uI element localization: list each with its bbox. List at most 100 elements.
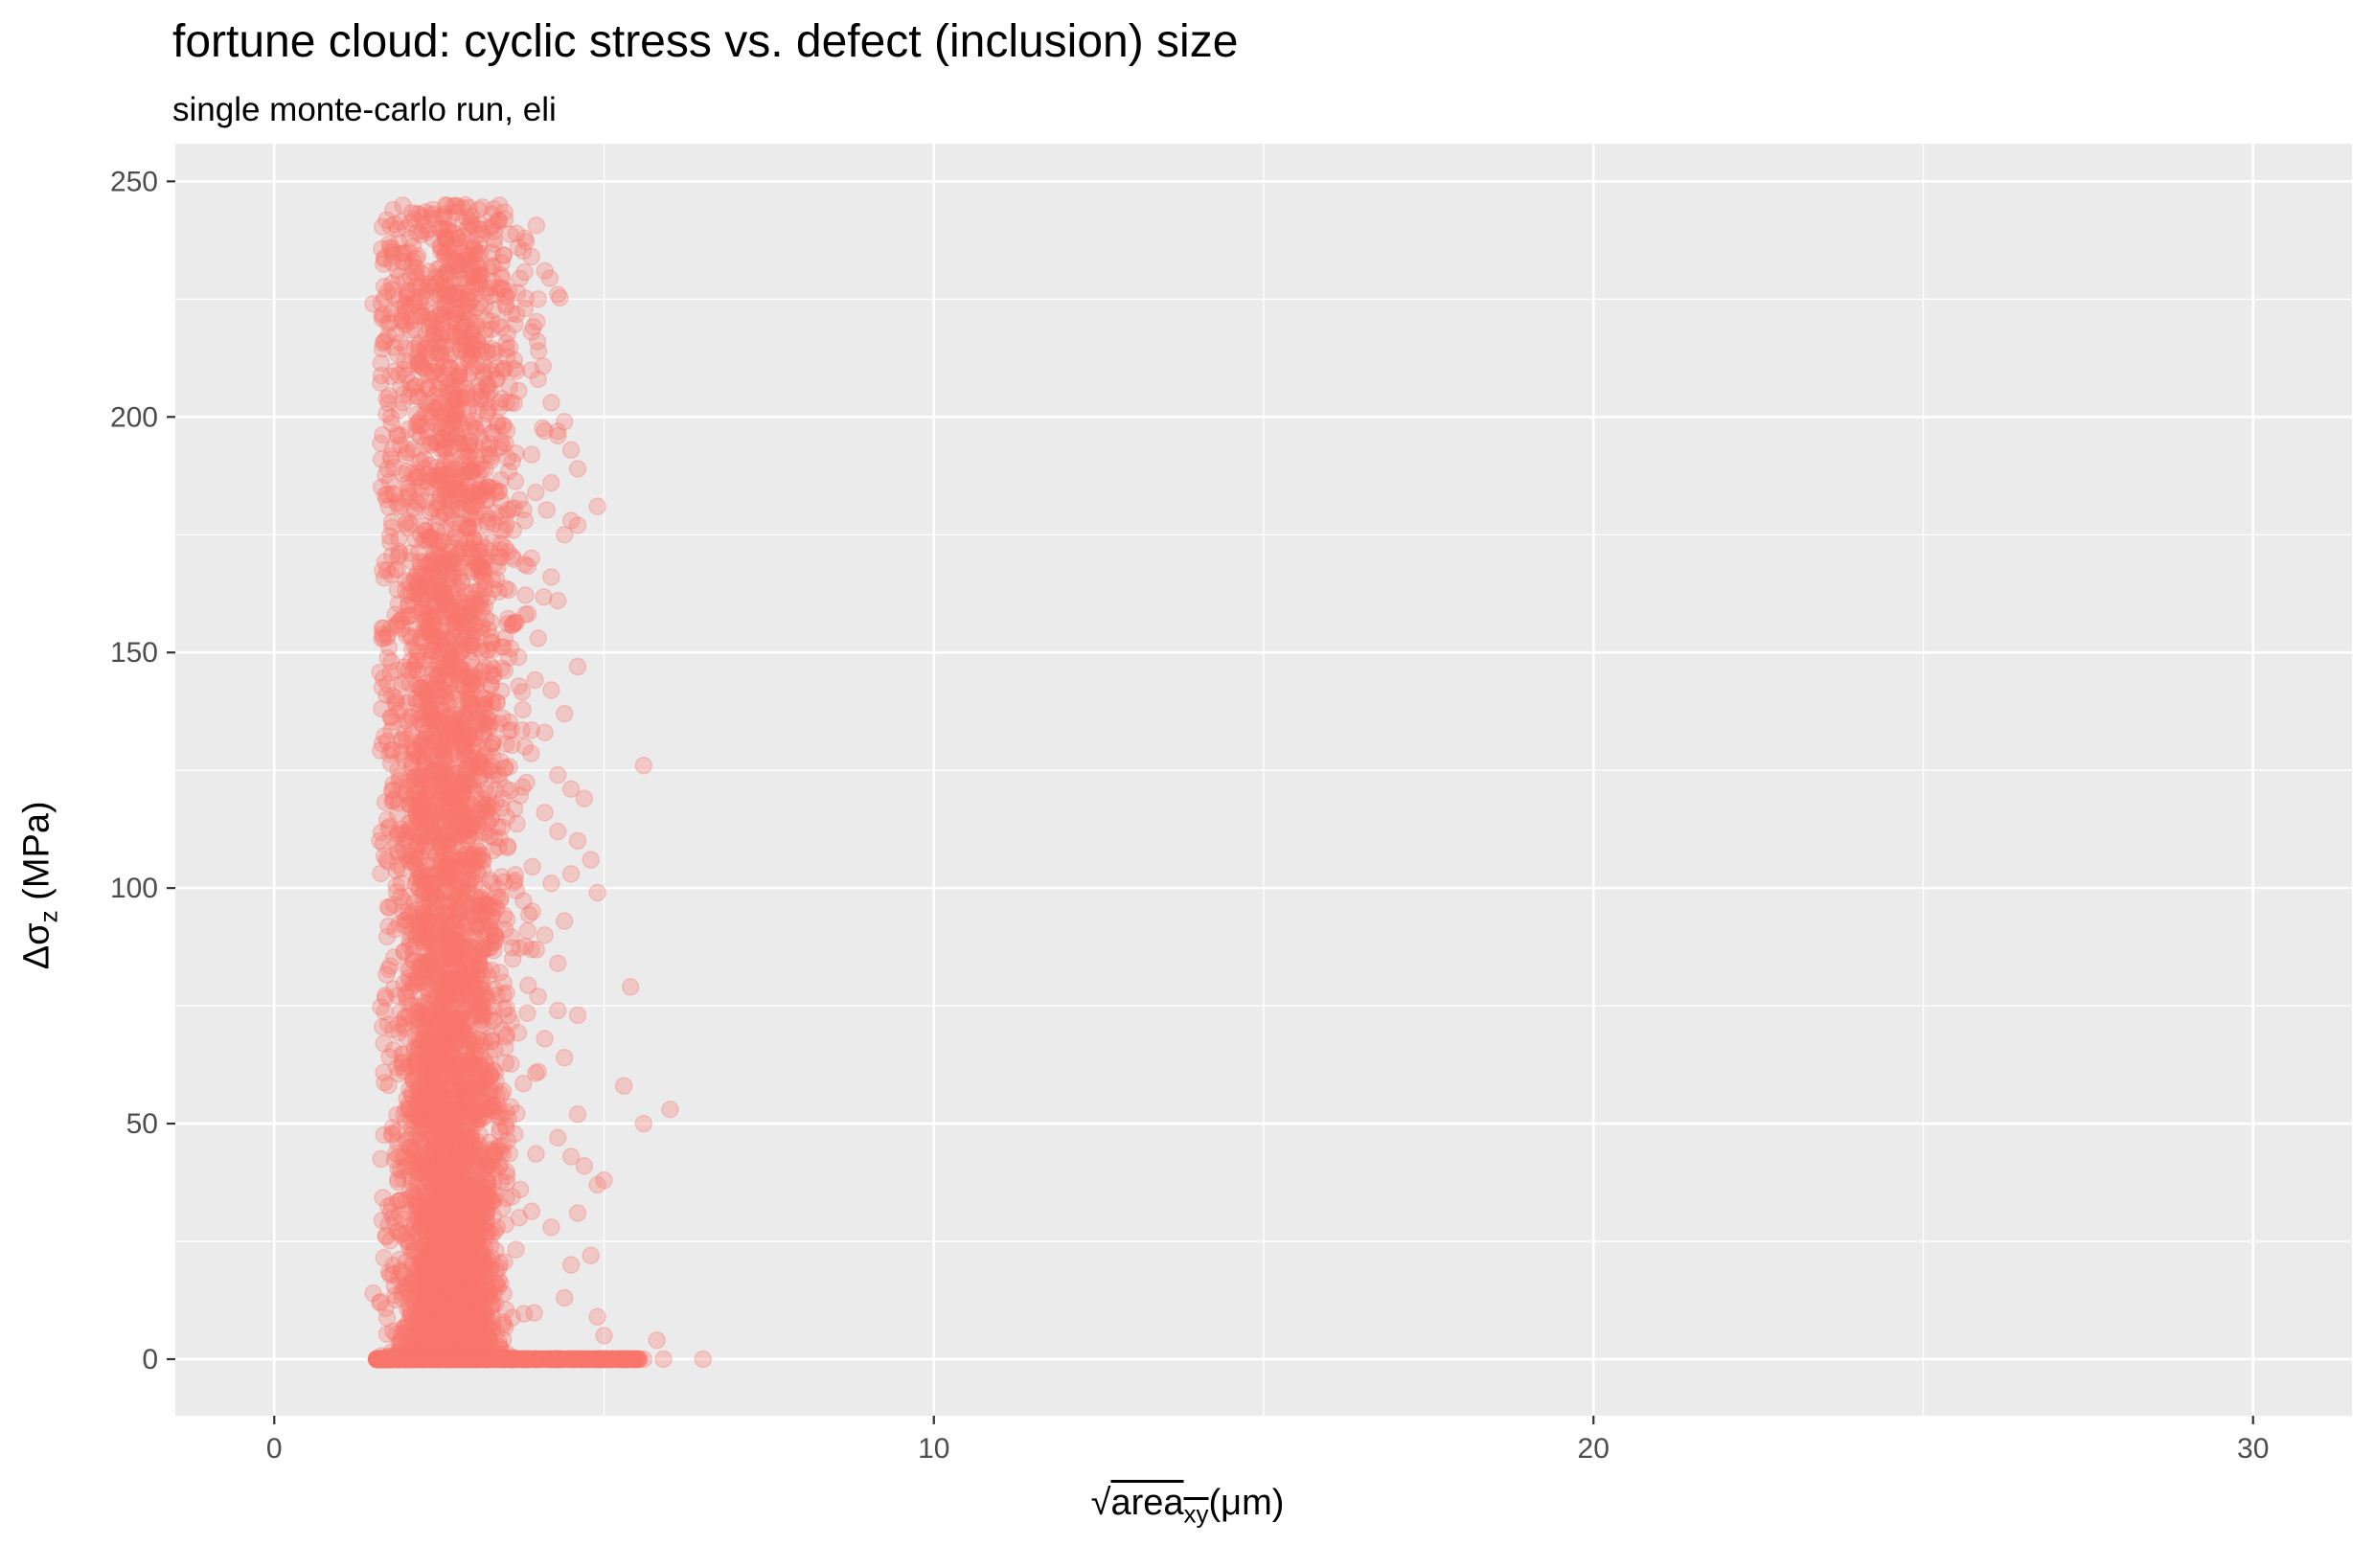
data-point xyxy=(477,989,496,1008)
data-point xyxy=(410,417,428,435)
data-point xyxy=(416,1321,434,1340)
data-point xyxy=(426,268,445,286)
data-point xyxy=(471,1197,490,1216)
data-point xyxy=(463,955,481,974)
data-point xyxy=(476,393,494,411)
data-point xyxy=(477,1173,495,1193)
data-point xyxy=(434,772,452,790)
data-point xyxy=(437,481,456,499)
data-point xyxy=(456,1309,474,1329)
data-point xyxy=(420,624,438,642)
data-point xyxy=(431,1348,450,1367)
data-point xyxy=(454,1238,473,1256)
data-point xyxy=(442,1341,460,1360)
data-point xyxy=(400,1079,419,1099)
data-point xyxy=(503,547,521,566)
data-point xyxy=(468,1206,488,1225)
data-point xyxy=(459,1227,478,1245)
data-point xyxy=(445,1329,465,1348)
data-point xyxy=(469,200,488,219)
data-point xyxy=(441,1053,459,1072)
data-point xyxy=(419,379,437,398)
data-points xyxy=(364,195,712,1369)
data-point xyxy=(466,1236,484,1255)
data-point xyxy=(462,1343,480,1361)
data-point xyxy=(482,1193,500,1211)
data-point xyxy=(549,1128,567,1148)
data-point xyxy=(438,984,456,1003)
data-point xyxy=(418,1339,436,1358)
data-point xyxy=(661,1101,679,1119)
data-point xyxy=(455,466,473,484)
data-point xyxy=(456,195,475,215)
data-point xyxy=(474,562,492,580)
data-point xyxy=(447,1339,466,1357)
data-point xyxy=(500,648,518,667)
data-point xyxy=(384,896,403,914)
data-point xyxy=(374,670,393,688)
data-point xyxy=(475,1062,494,1080)
data-point xyxy=(490,279,509,297)
data-point xyxy=(397,219,416,238)
data-point xyxy=(410,801,428,819)
data-point xyxy=(420,1252,438,1271)
data-point xyxy=(527,216,546,235)
data-point xyxy=(451,968,469,987)
data-point xyxy=(379,1216,398,1234)
data-point xyxy=(418,855,436,875)
data-point xyxy=(399,586,417,604)
data-point xyxy=(420,1095,439,1114)
data-point xyxy=(445,1348,464,1367)
data-point xyxy=(407,975,425,993)
data-point xyxy=(438,399,457,418)
data-point xyxy=(464,860,482,879)
data-point xyxy=(694,1350,712,1369)
x-axis-label-unit: (μm) xyxy=(1208,1483,1285,1523)
data-point xyxy=(542,568,560,586)
data-point xyxy=(420,1064,439,1082)
data-point xyxy=(438,1348,456,1366)
data-point xyxy=(456,1081,475,1100)
data-point xyxy=(422,691,440,709)
data-point xyxy=(405,740,423,760)
data-point xyxy=(442,1253,461,1272)
data-point xyxy=(561,780,581,798)
data-point xyxy=(372,478,391,496)
data-point xyxy=(466,669,485,687)
data-point xyxy=(402,1341,421,1360)
data-point xyxy=(461,1330,479,1350)
data-point xyxy=(388,1123,406,1141)
data-point xyxy=(364,1284,382,1303)
data-point xyxy=(445,944,463,963)
data-point xyxy=(452,1319,470,1338)
data-point xyxy=(439,480,458,498)
data-point xyxy=(517,773,536,792)
data-point xyxy=(422,1292,441,1311)
data-point xyxy=(467,495,486,513)
data-point xyxy=(467,1341,486,1360)
data-point xyxy=(447,1350,467,1368)
data-point xyxy=(496,434,514,452)
data-point xyxy=(441,254,459,273)
data-point xyxy=(434,1347,453,1366)
data-point xyxy=(466,1329,484,1349)
data-point xyxy=(634,1114,652,1133)
data-point xyxy=(444,565,462,583)
data-point xyxy=(536,926,554,944)
data-point xyxy=(437,857,455,875)
data-point xyxy=(556,704,574,723)
data-point xyxy=(436,1316,454,1335)
data-point xyxy=(403,1259,422,1277)
data-point xyxy=(463,509,481,527)
data-point xyxy=(522,247,540,266)
data-point xyxy=(384,200,402,219)
data-point xyxy=(480,925,499,944)
data-point xyxy=(423,200,442,219)
data-point xyxy=(431,1307,449,1325)
data-point xyxy=(441,1249,459,1268)
data-point xyxy=(428,1270,447,1288)
data-point xyxy=(387,1325,405,1344)
data-point xyxy=(422,1240,441,1259)
data-point xyxy=(437,1350,455,1369)
data-point xyxy=(421,1034,440,1053)
